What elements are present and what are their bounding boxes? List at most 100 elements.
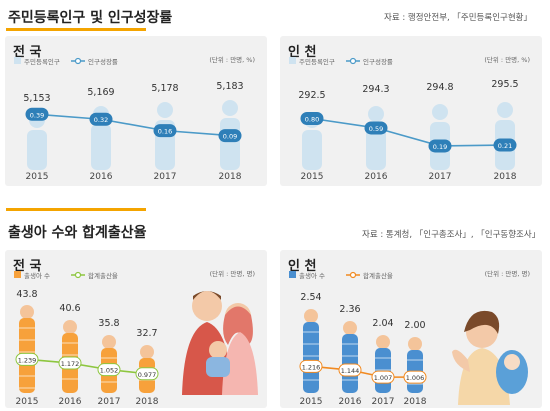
- line-value-label: 1.172: [61, 360, 80, 368]
- x-tick-label: 2017: [154, 172, 177, 182]
- bar-baby-head: [408, 337, 422, 351]
- legend-label: 인구성장률: [363, 57, 393, 66]
- bar-baby-head: [140, 345, 154, 359]
- legend-label: 출생아 수: [24, 271, 50, 280]
- bar-person-head: [368, 106, 384, 122]
- legend-label: 합계출산율: [88, 271, 118, 280]
- bar-person-body: [220, 118, 240, 170]
- x-tick-label: 2018: [219, 172, 242, 182]
- bar-value-label: 294.3: [362, 84, 389, 95]
- source-note-births: 자료 : 통계청, 「인구총조사」, 「인구동향조사」: [362, 230, 541, 240]
- bar-person-head: [157, 102, 173, 118]
- legend-swatch-bar: [289, 271, 296, 278]
- x-tick-label: 2018: [404, 397, 427, 407]
- line-value-label: 1.052: [100, 367, 119, 375]
- x-tick-label: 2017: [429, 172, 452, 182]
- line-value-label: 0.21: [498, 142, 512, 150]
- x-tick-label: 2016: [339, 397, 362, 407]
- legend-swatch-bar: [289, 57, 296, 64]
- x-tick-label: 2016: [59, 397, 82, 407]
- line-value-label: 1.144: [341, 367, 360, 375]
- legend-label: 인구성장률: [88, 57, 118, 66]
- line-value-label: 0.977: [138, 371, 157, 379]
- line-value-label: 0.09: [223, 133, 237, 141]
- bar-value-label: 5,178: [151, 83, 178, 94]
- line-point-badge: [135, 367, 159, 381]
- line-point-badge: [493, 138, 517, 152]
- line-value-label: 0.16: [158, 128, 172, 136]
- bar-value-label: 2.04: [372, 318, 393, 329]
- bar-value-label: 5,169: [87, 87, 114, 98]
- panel-title: 전 국: [13, 258, 41, 274]
- x-tick-label: 2015: [16, 397, 39, 407]
- bar-value-label: 5,183: [216, 81, 243, 92]
- line-series: [36, 113, 231, 137]
- legend-swatch-bar: [14, 57, 21, 64]
- line-point-badge: [97, 363, 121, 377]
- bar-value-label: 40.6: [59, 303, 80, 314]
- section-underline: [6, 208, 146, 211]
- bar-value-label: 2.00: [404, 320, 425, 331]
- bar-person-body: [27, 130, 47, 170]
- bar-value-label: 292.5: [298, 90, 325, 101]
- mother-baby-illustration: [452, 310, 528, 405]
- line-series: [310, 365, 416, 378]
- line-point-badge: [338, 363, 362, 377]
- bar-baby-head: [102, 335, 116, 349]
- bar-person-head: [222, 100, 238, 116]
- unit-note: (단위 : 만명, 명): [210, 269, 255, 278]
- x-tick-label: 2016: [365, 172, 388, 182]
- bar-person-body: [91, 124, 111, 170]
- bar-value-label: 2.36: [339, 304, 360, 315]
- x-tick-label: 2016: [90, 172, 113, 182]
- line-value-label: 1.216: [302, 363, 321, 371]
- bar-person-body: [302, 130, 322, 170]
- x-tick-label: 2015: [26, 172, 49, 182]
- bar-value-label: 294.8: [426, 82, 453, 93]
- legend-swatch-marker: [349, 57, 357, 65]
- line-point-badge: [428, 139, 452, 153]
- family-illustration: [182, 291, 258, 395]
- line-point-badge: [58, 356, 82, 370]
- unit-note: (단위 : 만명, %): [209, 55, 255, 64]
- section-title-population: 주민등록인구 및 인구성장률: [8, 10, 173, 26]
- legend-label: 주민등록인구: [299, 57, 335, 66]
- bar-person-head: [432, 104, 448, 120]
- section-title-births: 출생아 수와 합계출산율: [8, 225, 147, 241]
- unit-note: (단위 : 만명, 명): [485, 269, 530, 278]
- bar-value-label: 32.7: [136, 328, 157, 339]
- line-point-badge: [300, 112, 324, 125]
- bar-value-label: 43.8: [16, 289, 37, 300]
- panel-title: 인 천: [288, 258, 316, 274]
- line-point-badge: [364, 121, 388, 135]
- x-tick-label: 2015: [301, 172, 324, 182]
- legend-swatch-bar: [14, 271, 21, 278]
- line-point-badge: [25, 107, 49, 121]
- legend-swatch-marker: [74, 57, 82, 65]
- x-tick-label: 2015: [300, 397, 323, 407]
- line-point-badge: [403, 370, 427, 384]
- source-note-population: 자료 : 행정안전부, 「주민등록인구현황」: [384, 13, 532, 23]
- bar-baby-head: [63, 320, 77, 334]
- bar: [342, 334, 358, 393]
- bar-value-label: 5,153: [23, 93, 50, 104]
- bar-baby-head: [376, 335, 390, 349]
- x-tick-label: 2018: [494, 172, 517, 182]
- legend-swatch-marker: [349, 271, 357, 279]
- line-point-badge: [218, 129, 242, 143]
- x-tick-label: 2018: [136, 397, 159, 407]
- bar-value-label: 2.54: [300, 292, 321, 303]
- x-tick-label: 2017: [98, 397, 121, 407]
- unit-note: (단위 : 만명, %): [484, 55, 530, 64]
- line-series: [311, 117, 506, 147]
- line-value-label: 1.006: [406, 374, 425, 382]
- bar-baby-head: [343, 321, 357, 335]
- line-value-label: 0.32: [94, 116, 108, 124]
- section-underline: [6, 28, 146, 31]
- x-tick-label: 2017: [372, 397, 395, 407]
- bar-person-body: [366, 124, 386, 170]
- bar-baby-head: [304, 309, 318, 323]
- bar: [303, 322, 319, 393]
- legend-swatch-marker: [74, 271, 82, 279]
